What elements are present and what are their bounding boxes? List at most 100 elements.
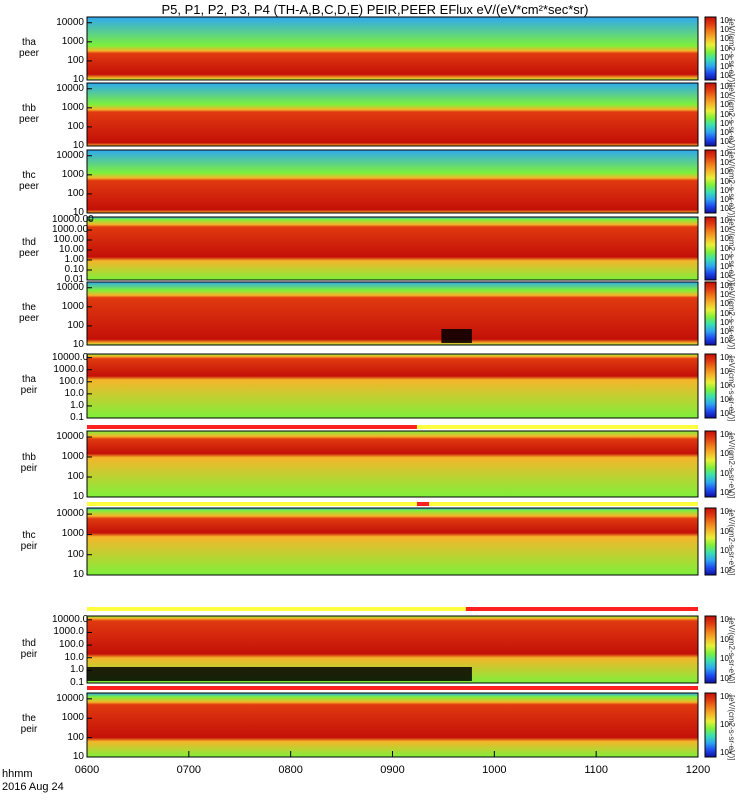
colorbar-thd-peer [704,216,717,281]
colorbar-tick: 10³ [720,261,732,271]
colorbar-tick: 10⁷ [720,91,732,101]
colorbar-tick: 10⁶ [720,634,733,644]
colorbar-the-peer [704,281,717,346]
colorbar-unit: [eV/(cm2-s-sr-eV)] [727,152,736,218]
spectrogram-thc-peer [86,149,699,214]
colorbar-tick: 10⁸ [720,82,733,91]
colorbar-tick: 10⁵ [720,308,733,318]
ylabel-thc-peer: thc peer [18,169,39,192]
colorbar-tick: 10⁶ [720,449,733,459]
colorbar-unit: [eV/(cm2-s-sr-eV)] [727,19,736,85]
colorbar-tick: 10² [720,674,732,683]
colorbar-tick: 10⁸ [720,149,733,158]
colorbar-tick: 10² [720,71,732,80]
colorbar-tick: 10⁸ [720,353,733,362]
xtick-label: 0700 [176,764,202,776]
colorbar-tick: 10⁶ [720,367,733,376]
colorbar-tick: 10⁴ [720,381,733,390]
ytick-thb-peir: 100 [67,471,84,482]
colorbar-unit: [eV/(cm2-s-sr-eV)] [727,433,736,499]
ytick-thd-peir: 100.0 [58,639,84,651]
colorbar-tick: 10⁶ [720,526,733,536]
colorbar-tick: 10⁶ [720,299,733,309]
colorbar-tick: 10⁸ [720,430,733,439]
spectrogram-thb-peer [86,82,699,147]
spectrogram-the-peer [86,281,699,346]
colorbar-tick: 10⁴ [720,546,733,556]
colorbar-thb-peir [704,430,717,498]
colorbar-tick: 10² [720,566,732,575]
status-flag [416,425,698,429]
ytick-thc-peir: 100 [67,548,84,560]
ytick-thd-peer: 0.01 [64,274,84,285]
ytick-thb-peir: 10000 [56,431,84,443]
ylabel-the-peer: the peer [18,301,39,324]
colorbar-thb-peer [704,82,717,147]
chart-title: P5, P1, P2, P3, P4 (TH-A,B,C,D,E) PEIR,P… [161,2,589,17]
colorbar-tick: 10⁴ [720,185,733,195]
status-flag [87,607,466,611]
spectrogram-tha-peer [86,16,699,81]
status-flag [429,502,698,506]
ytick-the-peer: 10000 [56,281,84,293]
colorbar-unit: [eV/(cm2-s-sr-eV)] [727,284,736,350]
ytick-tha-peir: 0.1 [70,412,84,423]
colorbar-tick: 10² [720,748,732,757]
colorbar-tick: 10⁶ [720,34,733,44]
colorbar-tick: 10⁴ [720,52,733,62]
colorbar-tick: 10⁷ [720,25,732,35]
ytick-thd-peir: 0.1 [70,677,84,688]
colorbar-tick: 10² [720,395,732,404]
xtick-label: 0800 [278,764,303,776]
ylabel-thb-peer: thb peer [18,102,39,125]
ytick-tha-peir: 100.0 [58,375,84,387]
colorbar-tick: 10² [720,271,732,280]
xtick-label: 0900 [380,764,405,776]
ytick-the-peir: 1000 [61,712,84,724]
ytick-tha-peir: 10000.0 [52,351,89,363]
ylabel-tha-peer: tha peer [18,36,39,59]
ytick-tha-peer: 10000 [56,16,84,28]
colorbar-tick: 10⁴ [720,654,733,664]
colorbar-thc-peir [704,507,717,576]
ytick-thc-peer: 10000 [56,149,84,161]
ylabel-thd-peer: thd peer [18,236,39,259]
colorbar-unit: [eV/(cm2-s-sr-eV)] [727,695,736,761]
ytick-tha-peer: 100 [67,54,84,66]
ytick-the-peer: 100 [67,319,84,331]
ylabel-the-peir: the peir [20,713,38,735]
colorbar-tick: 10⁵ [720,176,733,186]
ytick-thd-peer: 0.10 [64,264,84,275]
ytick-thd-peer: 1.00 [64,254,84,265]
ytick-thb-peer: 1000 [61,101,84,113]
ylabel-thb-peir: thb peir [20,452,38,474]
colorbar-tick: 10⁸ [720,16,733,25]
ytick-the-peir: 100 [67,731,84,743]
colorbar-tick: 10² [720,137,732,146]
spectrogram-the-peir [86,692,699,758]
colorbar-tick: 10⁸ [720,615,733,624]
ytick-the-peer: 1000 [61,300,84,312]
colorbar-unit: [eV/(cm2-s-sr-eV)] [727,219,736,285]
ytick-the-peir: 10 [72,751,84,762]
xtick-label: 1100 [584,764,608,776]
colorbar-tick: 10⁵ [720,43,733,53]
colorbar-tick: 10³ [720,127,732,137]
colorbar-tick: 10⁷ [720,225,732,235]
colorbar-tick: 10⁷ [720,158,732,168]
spectrogram-thc-peir [86,507,699,576]
colorbar-unit: [eV/(cm2-s-sr-eV)] [727,618,736,684]
colorbar-tick: 10⁷ [720,290,732,300]
xtick-label: 1200 [685,764,711,776]
ytick-thb-peir: 10 [72,491,84,502]
colorbar-unit: [eV/(cm2-s-sr-eV)] [727,85,736,151]
colorbar-tha-peir [704,353,717,419]
ytick-tha-peer: 10 [72,74,84,85]
ytick-thc-peer: 10 [72,207,84,218]
colorbar-tick: 10⁴ [720,468,733,478]
xtick-label: 0600 [74,764,100,776]
colorbar-tick: 10⁴ [720,118,733,128]
colorbar-tick: 10⁶ [720,692,733,701]
colorbar-tick: 10⁶ [720,100,733,110]
